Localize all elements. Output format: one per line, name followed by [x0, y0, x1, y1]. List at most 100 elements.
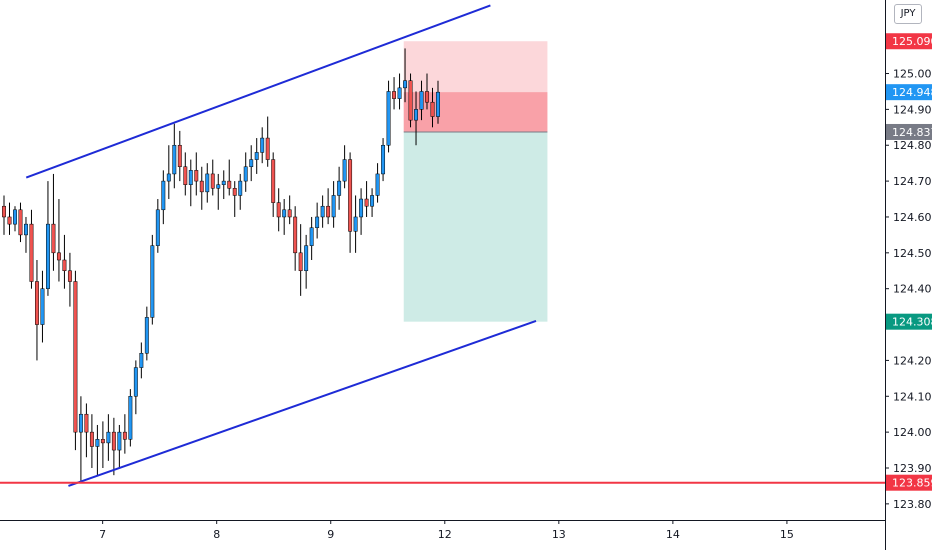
candle-body [254, 152, 259, 160]
short-position-tool[interactable] [403, 41, 548, 322]
currency-label[interactable]: JPY [894, 4, 922, 24]
candle-body [7, 216, 12, 225]
candle-body [436, 91, 440, 117]
candle [205, 163, 210, 203]
candle [298, 224, 303, 296]
price-tick-label: 124.400 [893, 283, 932, 296]
candle-body [309, 227, 314, 246]
candle [133, 360, 138, 415]
candle-body [331, 195, 336, 218]
take-profit-zone[interactable] [403, 131, 548, 322]
candle-body [326, 205, 331, 218]
candle [139, 342, 144, 379]
candle-body [403, 80, 407, 89]
candle-body [95, 439, 100, 447]
candle-body [100, 439, 105, 444]
candle-body [128, 396, 133, 440]
candle-body [342, 159, 347, 182]
candle-body [353, 216, 358, 232]
price-axis[interactable]: 1125.000124.900124.800124.700124.600124.… [885, 0, 932, 550]
candle-body [419, 91, 424, 110]
candle [436, 80, 440, 124]
candle-body [232, 188, 237, 196]
trend-line[interactable] [68, 320, 537, 487]
candle [216, 173, 221, 210]
candle [342, 145, 347, 189]
price-tick-label: 124.700 [893, 175, 932, 188]
candle-body [177, 144, 182, 168]
candle-body [73, 281, 78, 433]
candle-body [166, 173, 171, 182]
price-badge-text: 124.837 [892, 126, 932, 139]
candle [210, 159, 215, 196]
candle [265, 116, 270, 167]
candle [150, 234, 155, 325]
price-badge-bg [886, 474, 932, 491]
price-badge[interactable]: 124.948 [886, 84, 932, 101]
candle [271, 152, 276, 217]
candle-body [24, 223, 28, 236]
candle [84, 403, 89, 458]
candle [403, 48, 407, 103]
candle [13, 206, 17, 232]
candle [254, 138, 259, 174]
price-badge-bg [886, 84, 932, 101]
candle [287, 195, 292, 225]
price-tick-label: 124.800 [893, 139, 932, 152]
candle [419, 80, 424, 121]
candle-body [78, 413, 83, 433]
drawings[interactable] [0, 4, 885, 487]
stop-loss-zone[interactable] [403, 41, 548, 132]
price-badge[interactable]: 123.859 [886, 474, 932, 491]
candle-body [35, 281, 39, 325]
candle [78, 396, 83, 483]
candle [282, 199, 287, 235]
candle-body [111, 431, 116, 451]
candle [100, 421, 105, 468]
candle-body [282, 209, 287, 218]
candle-body [188, 170, 193, 185]
candle-body [89, 431, 94, 447]
candle-body [56, 252, 61, 261]
candle [276, 188, 281, 232]
candle [304, 234, 309, 289]
price-badge[interactable]: 124.308 [886, 313, 932, 330]
candles [2, 48, 440, 483]
candle-body [199, 180, 204, 193]
candle [177, 130, 182, 182]
candle [122, 414, 127, 454]
candle-body [122, 431, 127, 440]
time-tick-label: 7 [99, 528, 106, 541]
candle-body [243, 166, 248, 182]
candle-body [381, 144, 386, 175]
candle [67, 252, 72, 307]
candle [337, 166, 342, 210]
time-tick-label: 15 [780, 528, 794, 541]
price-badge[interactable]: 125.090 [886, 33, 932, 50]
time-tick-label: 14 [666, 528, 680, 541]
candle-body [348, 159, 353, 232]
candle [331, 181, 336, 228]
time-tick-label: 8 [213, 528, 220, 541]
trend-line[interactable] [25, 4, 491, 179]
candle-body [425, 91, 429, 103]
price-badge[interactable]: 124.837 [886, 123, 932, 140]
candle [199, 166, 204, 210]
candle [315, 202, 320, 239]
time-axis[interactable]: 7 8 9 12 13 14 15 [0, 520, 885, 541]
candle-body [172, 144, 177, 175]
candle-body [40, 288, 45, 325]
candle-body [210, 173, 215, 189]
price-badge-bg [886, 33, 932, 50]
candle [73, 270, 78, 451]
price-tick-label: 124.900 [893, 103, 932, 116]
candle-body [397, 87, 402, 99]
candle-body [276, 202, 281, 218]
candle [111, 417, 116, 476]
candle-body [287, 209, 292, 218]
price-tick-label: 124.500 [893, 247, 932, 260]
time-tick-label: 13 [552, 528, 566, 541]
candle-body [227, 180, 232, 189]
candle-body [265, 137, 270, 160]
